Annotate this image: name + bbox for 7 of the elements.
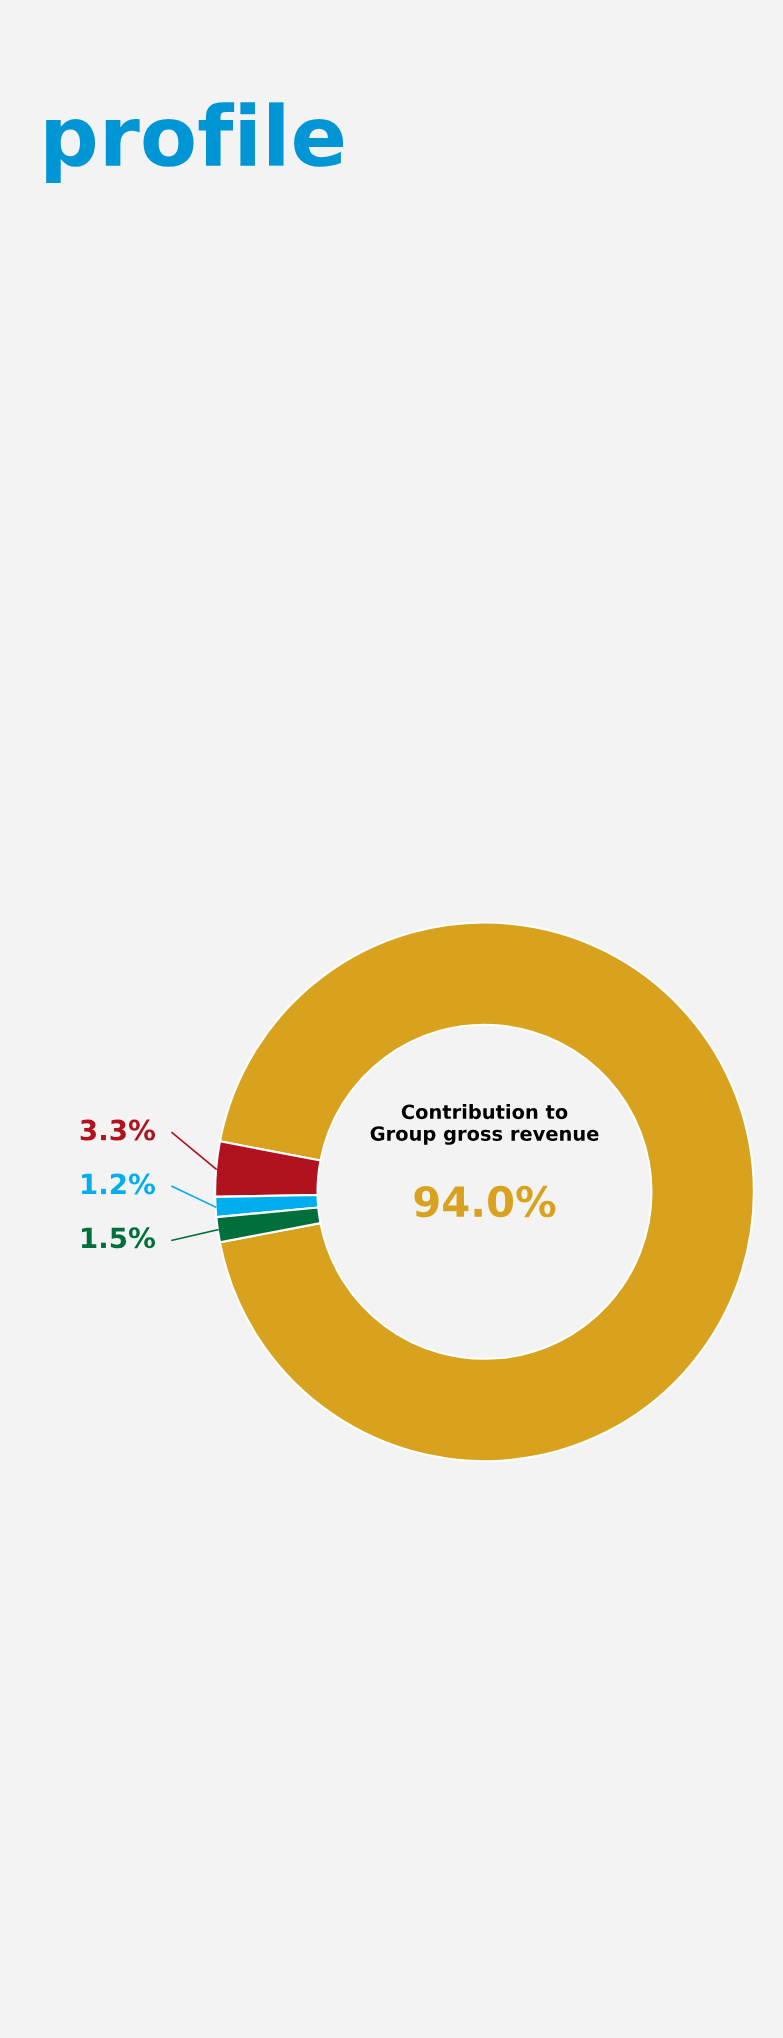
data-label: 3.3% xyxy=(80,1119,156,1141)
chart-title: profile xyxy=(46,102,344,183)
data-label: 1.2% xyxy=(82,1173,156,1195)
data-label: 1.5% xyxy=(82,1227,156,1249)
text: Contribution to Group gross revenue xyxy=(370,1104,599,1145)
data-label: 94.0% xyxy=(414,1185,556,1218)
donut-slice xyxy=(218,921,755,1463)
